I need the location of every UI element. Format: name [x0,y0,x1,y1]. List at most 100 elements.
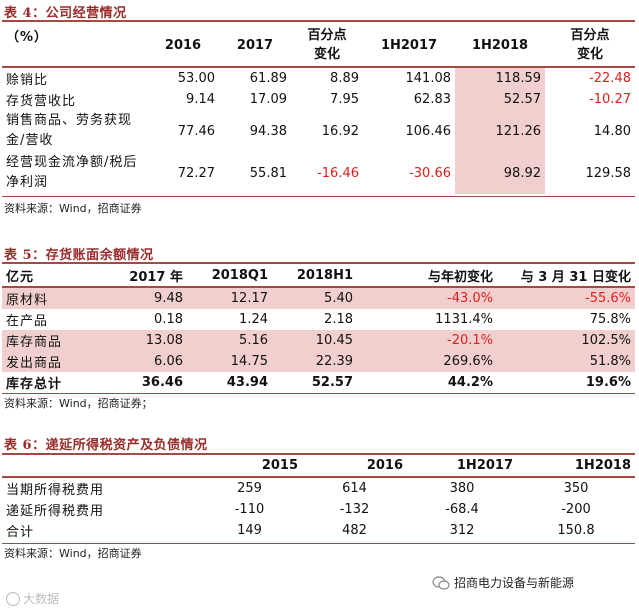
table-row: 经营现金流净额/税后净利润 72.27 55.81 -16.46 -30.66 … [2,152,635,194]
cell: 1.24 [239,312,268,327]
cell: 614 [342,481,367,496]
row-label: 递延所得税费用 [6,504,105,519]
table5-col-header: 2018Q1 [211,267,268,283]
table6-source: 资料来源：Wind，招商证券 [4,547,142,560]
table4-bottom-rule [2,196,635,197]
table5: 亿元 2017 年 2018Q1 2018H1 与年初变化 与 3 月 31 日… [2,264,635,393]
table5-col-header: 与 3 月 31 日变化 [520,269,631,285]
cell: -110 [234,502,265,517]
cell-negative: -16.46 [317,165,359,181]
table5-source: 资料来源：Wind，招商证券； [4,397,153,410]
cell: 141.08 [405,71,452,86]
table4-col-header: 2017 [236,37,274,53]
cell: 259 [237,481,262,496]
table6-top-rule [2,453,635,455]
cell: 5.40 [324,291,353,306]
row-label: 发出商品 [6,356,63,371]
table4-unit-label: （%） [6,30,49,45]
cell-negative: -30.66 [409,165,451,181]
cell: 150.8 [557,523,595,538]
cell-negative: -22.48 [589,71,631,86]
cell: 9.14 [186,92,215,107]
cell: 9.48 [154,291,183,306]
table6-header-row: 2015 2016 1H2017 1H2018 [2,455,635,476]
cell: 13.08 [145,333,183,348]
cell: 350 [563,481,589,496]
row-label: 库存商品 [6,335,63,350]
cell-negative: -55.6% [585,291,631,306]
logo-icon [6,591,20,606]
table4-source: 资料来源：Wind，招商证券 [4,202,142,215]
cell-highlighted: 52.57 [455,89,545,110]
table6-col-header: 2015 [261,458,298,473]
row-label: 原材料 [6,293,49,308]
table-row: 当期所得税费用 259 614 380 350 [2,478,635,499]
table4-col-header: 1H2018 [471,37,529,53]
cell: 5.16 [239,333,268,348]
cell: 36.46 [141,375,183,390]
watermark-logo-text: 大数据 [23,592,60,606]
cell: 12.17 [230,291,268,306]
table5-col-header: 亿元 [6,269,35,285]
table4-col-header: 1H2017 [380,37,438,53]
cell-highlighted: 121.26 [455,110,545,152]
cell: 149 [237,523,262,538]
row-label: 库存总计 [6,377,63,392]
cell: 22.39 [315,354,353,369]
cell: 269.6% [443,354,493,369]
table-row: 存货营收比 9.14 17.09 7.95 62.83 52.57 -10.27 [2,89,635,110]
table4-title: 表 4：公司经营情况 [4,6,127,21]
cell-negative: -20.1% [447,333,493,348]
cell: 17.09 [249,92,287,107]
cell: 94.38 [249,123,287,139]
wechat-icon [432,575,450,590]
row-label: 存货营收比 [6,94,77,109]
table-row: 发出商品 6.06 14.75 22.39 269.6% 51.8% [2,351,635,372]
watermark-account: 招商电力设备与新能源 [432,574,574,591]
cell: 6.06 [154,354,183,369]
cell: 129.58 [585,165,632,181]
cell: 19.6% [585,375,631,390]
cell-negative: -43.0% [447,291,493,306]
table-row-total: 库存总计 36.46 43.94 52.57 44.2% 19.6% [2,372,635,393]
cell: 44.2% [447,375,493,390]
table5-col-header: 与年初变化 [427,269,493,285]
row-label: 经营现金流净额/税后净利润 [6,155,138,190]
row-label: 销售商品、劳务获现金/营收 [6,113,133,148]
cell: 312 [449,523,475,538]
cell: 14.75 [230,354,268,369]
table6-col-header: 2016 [366,458,403,473]
cell: 10.45 [315,333,353,348]
cell: 2.18 [324,312,353,327]
cell: -68.4 [445,502,479,517]
cell: 0.18 [154,312,183,327]
row-label: 当期所得税费用 [6,483,105,498]
cell-negative: -10.27 [589,92,631,107]
table6-col-header: 1H2017 [456,458,513,473]
table4-header-row: （%） 2016 2017 百分点 变化 1H2017 1H2018 百分点 变… [2,24,635,66]
watermark-account-name: 招商电力设备与新能源 [454,576,575,590]
table-row: 库存商品 13.08 5.16 10.45 -20.1% 102.5% [2,330,635,351]
table5-bottom-rule [2,393,635,394]
cell: 14.80 [593,123,631,139]
cell: 1131.4% [435,312,493,327]
cell: 53.00 [177,71,215,86]
cell: 482 [342,523,367,538]
table4-col-header: 百分点 变化 [307,28,347,62]
cell: 77.46 [177,123,215,139]
cell: 55.81 [249,165,287,181]
table5-col-header: 2018H1 [296,267,353,283]
table6-bottom-rule [2,543,635,544]
table6-col-header: 1H2018 [574,458,631,473]
cell: 72.27 [177,165,215,181]
cell: 16.92 [321,123,359,139]
cell: -132 [339,502,370,517]
row-label: 赊销比 [6,73,49,88]
cell-highlighted: 98.92 [455,152,545,194]
table-row: 在产品 0.18 1.24 2.18 1131.4% 75.8% [2,309,635,330]
watermark-logo: 大数据 [6,590,59,607]
cell: 102.5% [581,333,631,348]
cell-highlighted: 118.59 [455,68,545,89]
table-row: 合计 149 482 312 150.8 [2,520,635,541]
cell: 43.94 [226,375,268,390]
